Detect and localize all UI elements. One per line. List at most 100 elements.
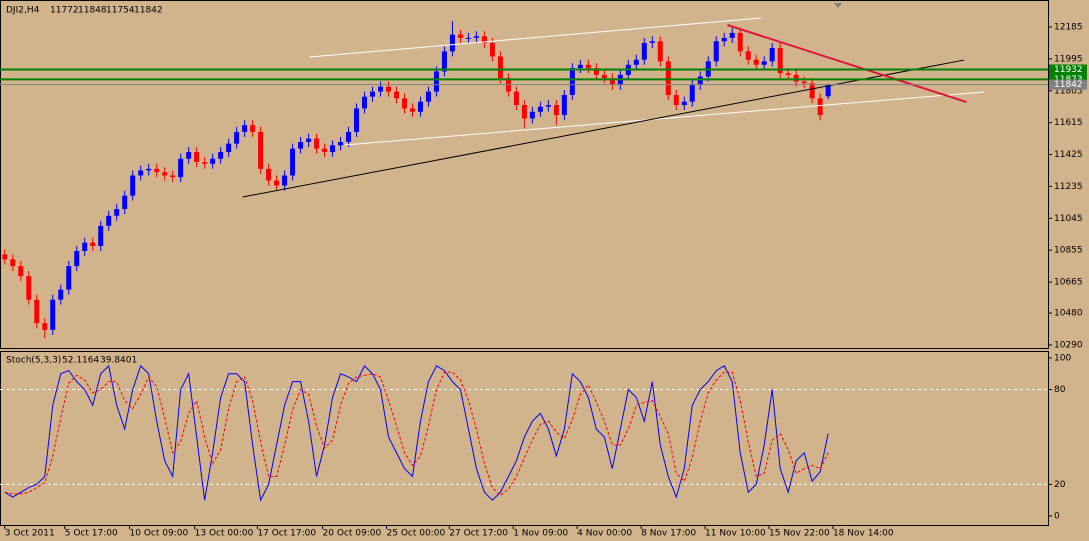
candle-body	[569, 68, 575, 95]
y-tick-label: 11615	[1054, 118, 1083, 128]
candle-body	[146, 168, 152, 171]
candle-body	[10, 259, 16, 267]
candle-body	[745, 51, 751, 60]
y-tick-label: 11425	[1054, 150, 1083, 160]
candle-body	[266, 168, 272, 181]
candle-body	[50, 299, 56, 330]
candle-body	[306, 138, 312, 142]
y-tick-label: 12185	[1054, 23, 1083, 33]
y-tick-label: 10855	[1054, 246, 1083, 256]
price-level-label: 11842	[1054, 80, 1083, 90]
candle-body	[90, 242, 96, 246]
candle-body	[274, 180, 280, 186]
candle-body	[785, 73, 791, 75]
candle-body	[689, 84, 695, 102]
candle-body	[721, 37, 727, 42]
candle-body	[657, 41, 663, 62]
candle-body	[473, 36, 479, 38]
candle-body	[393, 91, 399, 99]
candle-body	[553, 105, 559, 116]
candle-body	[346, 131, 352, 142]
candle-body	[513, 91, 519, 106]
candle-body	[409, 108, 415, 112]
trendline	[309, 17, 762, 58]
candle-body	[729, 32, 735, 38]
candle-body	[817, 98, 823, 116]
candle-body	[82, 242, 88, 252]
candle-body	[282, 175, 288, 186]
candle-body	[609, 78, 615, 85]
candle-body	[401, 98, 407, 109]
candle-body	[18, 266, 24, 277]
price-level-label: 11932	[1054, 65, 1083, 75]
candle-body	[561, 94, 567, 116]
candle-body	[98, 225, 104, 246]
candle-body	[34, 299, 40, 324]
candle-body	[106, 215, 112, 226]
trendline	[727, 24, 967, 103]
candle-body	[74, 251, 80, 267]
candle-body	[330, 145, 336, 153]
x-tick-label: 4 Nov 00:00	[577, 529, 632, 539]
candle-body	[250, 125, 256, 132]
y-tick-label: 11235	[1054, 182, 1083, 192]
candle-body	[665, 61, 671, 95]
candle-body	[649, 41, 655, 43]
ohlc-high: 11848	[78, 6, 107, 16]
candle-body	[713, 41, 719, 62]
candle-body	[465, 37, 471, 39]
candle-body	[433, 71, 439, 92]
y-tick-label: 0	[1054, 511, 1060, 521]
candle-body	[314, 138, 320, 149]
candle-body	[130, 175, 136, 196]
stoch-d-value: 39.8401	[100, 356, 137, 366]
candle-body	[378, 86, 384, 92]
candle-body	[601, 74, 607, 79]
candle-body	[449, 34, 455, 52]
y-tick-label: 11995	[1054, 54, 1083, 64]
ohlc-close: 11842	[134, 6, 163, 16]
candle-body	[489, 42, 495, 57]
x-tick-label: 13 Oct 00:00	[195, 529, 254, 539]
x-tick-label: 17 Oct 17:00	[257, 529, 316, 539]
y-tick-label: 10665	[1054, 278, 1083, 288]
trendline	[344, 91, 985, 146]
candle-body	[114, 209, 120, 216]
x-tick-label: 1 Nov 09:00	[513, 529, 568, 539]
candle-body	[162, 172, 168, 176]
candle-body	[138, 170, 144, 176]
candle-body	[242, 125, 248, 132]
candle-body	[2, 254, 8, 260]
candle-body	[577, 64, 583, 69]
price-level-tag	[1049, 79, 1087, 90]
candle-body	[497, 56, 503, 79]
candle-body	[226, 143, 232, 153]
candle-body	[58, 289, 64, 300]
price-level-tag	[1049, 64, 1087, 75]
candle-body	[529, 111, 535, 119]
candle-body	[218, 152, 224, 159]
x-tick-label: 20 Oct 09:00	[323, 529, 382, 539]
symbol-title: DJI2,H4	[6, 6, 40, 16]
candle-body	[122, 195, 128, 210]
candle-body	[202, 162, 208, 164]
candle-body	[521, 105, 527, 119]
y-tick-label: 11805	[1054, 86, 1083, 96]
candle-body	[362, 96, 368, 109]
price-level-tag	[1049, 74, 1087, 85]
candle-body	[234, 131, 240, 144]
x-tick-label: 10 Oct 09:00	[130, 529, 189, 539]
candle-body	[417, 101, 423, 112]
x-tick-label: 27 Oct 17:00	[449, 529, 508, 539]
candle-body	[809, 83, 815, 99]
candle-body	[178, 158, 184, 178]
candle-body	[66, 266, 72, 290]
ohlc-open: 11772	[50, 6, 79, 16]
trendline	[242, 59, 965, 198]
candle-body	[258, 131, 264, 169]
candle-body	[26, 276, 32, 300]
candle-body	[585, 64, 591, 69]
candle-body	[170, 175, 176, 178]
candle-body	[386, 86, 392, 92]
